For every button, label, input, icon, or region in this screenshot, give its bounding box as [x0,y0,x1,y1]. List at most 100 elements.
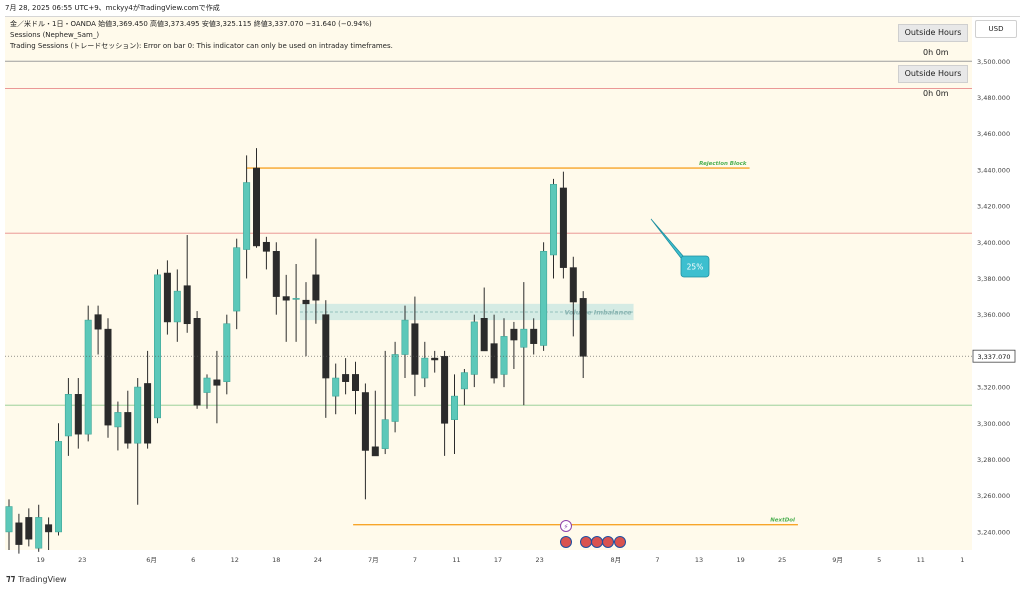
candle-body-43 [431,357,439,361]
candle-body-44 [441,356,449,424]
x-tick-label-4: 12 [231,556,239,564]
candle-body-33 [332,377,340,397]
candle-body-4 [45,524,53,533]
x-tick-label-7: 7月 [368,556,379,564]
indicator-sessions[interactable]: Sessions (Nephew_Sam_) [10,31,100,39]
level-label-1: NextDol [770,518,795,524]
y-tick-label-13: 3,500.000 [977,58,1010,66]
candle-body-57 [569,267,577,303]
candle-body-12 [124,412,132,444]
candle-body-5 [54,441,62,533]
candle-body-48 [480,317,488,352]
y-tick-label-4: 3,320.000 [977,384,1010,392]
candle-body-10 [104,328,112,426]
candle-body-9 [94,314,102,330]
candle-body-15 [154,274,162,419]
candle-body-41 [411,323,419,375]
candle-body-35 [351,374,359,392]
candle-body-40 [401,319,409,355]
candle-body-38 [381,419,389,449]
candle-body-21 [213,379,221,386]
candle-body-30 [302,299,310,305]
x-tick-label-6: 24 [314,556,322,564]
candle-body-39 [391,354,399,422]
callout-box [680,255,710,278]
level-label-0: Rejection Block [699,161,747,167]
x-tick-label-14: 13 [695,556,703,564]
us-flag-event-icon-3 [602,536,614,548]
y-tick-label-0: 3,240.000 [977,528,1010,536]
lightning-event-icon [560,520,572,532]
x-tick-label-16: 25 [778,556,786,564]
lightning-glyph-icon: ⚡ [564,523,569,531]
candle-body-53 [530,328,538,344]
top-divider [5,16,1020,17]
candle-body-52 [520,328,528,348]
x-tick-label-9: 11 [452,556,460,564]
candle-body-23 [233,247,241,312]
us-flag-event-icon-2 [591,536,603,548]
candle-body-28 [282,296,290,301]
x-tick-label-19: 11 [917,556,925,564]
candle-body-19 [193,317,201,406]
x-tick-label-3: 6 [191,556,195,564]
candle-body-58 [579,298,587,357]
candle-body-2 [25,517,33,540]
candle-body-26 [262,241,270,252]
outside-hours-badge-1: Outside Hours [898,24,968,42]
candle-body-32 [322,314,330,379]
candle-body-56 [559,187,567,268]
y-tick-label-10: 3,440.000 [977,166,1010,174]
y-tick-label-7: 3,380.000 [977,275,1010,283]
y-tick-label-1: 3,260.000 [977,492,1010,500]
indicator-trading-sessions[interactable]: Trading Sessions (トレードセッション): Error on b… [10,42,393,50]
candle-body-13 [134,386,142,444]
y-tick-label-8: 3,400.000 [977,239,1010,247]
x-tick-label-10: 17 [494,556,502,564]
candle-body-54 [540,251,548,346]
outside-hours-badge-2: Outside Hours [898,65,968,83]
candle-body-18 [183,285,191,325]
candle-body-46 [460,372,468,390]
candle-body-24 [243,182,251,250]
x-tick-label-13: 7 [655,556,659,564]
x-tick-label-0: 19 [37,556,45,564]
candle-body-3 [35,517,43,549]
candle-body-36 [361,392,369,451]
y-tick-label-2: 3,280.000 [977,456,1010,464]
x-tick-label-20: 1 [960,556,964,564]
x-tick-label-11: 23 [535,556,543,564]
candle-body-17 [173,290,181,323]
candle-body-50 [500,336,508,375]
candle-body-20 [203,377,211,393]
volume-imbalance-label: Volume Imbalance [564,308,632,316]
x-tick-label-12: 8月 [611,556,622,564]
candle-body-7 [74,394,82,435]
y-tick-label-9: 3,420.000 [977,203,1010,211]
candle-body-47 [470,321,478,375]
candle-body-34 [342,374,350,382]
symbol-info[interactable]: 金／米ドル・1日・OANDA 始値3,369.450 高値3,373.495 安… [10,20,372,28]
candle-body-55 [549,184,557,256]
candle-body-0 [5,506,13,533]
y-tick-label-6: 3,360.000 [977,311,1010,319]
candle-body-51 [510,328,518,341]
y-tick-label-12: 3,480.000 [977,94,1010,102]
outside-hours-time-1: 0h 0m [923,48,949,57]
x-tick-label-5: 18 [272,556,280,564]
y-tick-label-3: 3,300.000 [977,420,1010,428]
candle-body-22 [223,323,231,382]
last-price-box [972,349,1016,363]
candle-body-45 [450,395,458,420]
callout-pointer [650,218,685,264]
candle-body-14 [144,383,152,444]
brand-name: TradingView [18,574,67,584]
currency-selector[interactable]: USD [975,20,1017,38]
outside-hours-time-2: 0h 0m [923,89,949,98]
candle-body-6 [64,394,72,437]
candle-body-16 [163,272,171,323]
x-tick-label-8: 7 [413,556,417,564]
callout-label: 25% [687,263,704,272]
